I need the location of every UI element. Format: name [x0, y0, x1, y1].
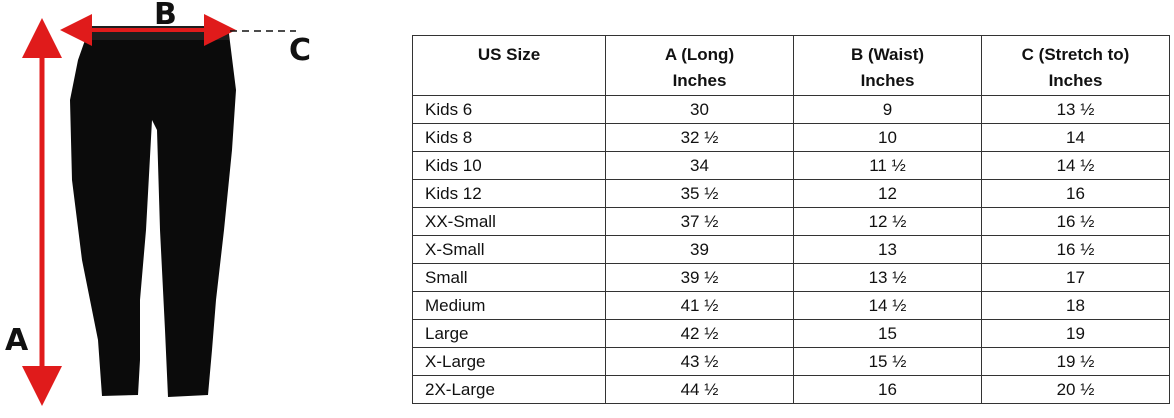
header-cell: B (Waist) Inches [793, 35, 982, 96]
measure-cell: 16 ½ [981, 207, 1170, 236]
measure-cell: 13 ½ [981, 95, 1170, 124]
measure-cell: 39 ½ [605, 263, 794, 292]
header-line: A (Long) [664, 45, 735, 64]
measure-cell: 35 ½ [605, 179, 794, 208]
measure-cell: 43 ½ [605, 347, 794, 376]
header-line: Inches [672, 71, 727, 90]
size-cell: 2X-Large [412, 375, 606, 404]
measure-cell: 20 ½ [981, 375, 1170, 404]
table-row: Kids 10 34 11 ½ 14 ½ [412, 151, 1170, 180]
measure-cell: 44 ½ [605, 375, 794, 404]
measure-cell: 11 ½ [793, 151, 982, 180]
table-row: X-Small 39 13 16 ½ [412, 235, 1170, 264]
measure-cell: 12 [793, 179, 982, 208]
measure-cell: 13 [793, 235, 982, 264]
measure-cell: 16 [793, 375, 982, 404]
size-cell: Kids 12 [412, 179, 606, 208]
measure-cell: 14 [981, 123, 1170, 152]
measure-cell: 32 ½ [605, 123, 794, 152]
header-cell: US Size [412, 35, 606, 96]
size-cell: Large [412, 319, 606, 348]
header-line: US Size [477, 45, 541, 64]
measure-cell: 16 ½ [981, 235, 1170, 264]
header-line: C (Stretch to) [1021, 45, 1130, 64]
header-row: US Size A (Long) Inches B (Waist) Inches C (S… [412, 35, 1170, 96]
header-line: Inches [1048, 71, 1103, 90]
measure-cell: 18 [981, 291, 1170, 320]
measure-cell: 14 ½ [793, 291, 982, 320]
table-row: XX-Small 37 ½ 12 ½ 16 ½ [412, 207, 1170, 236]
label-c: C [289, 33, 311, 68]
measure-cell: 15 ½ [793, 347, 982, 376]
measure-cell: 39 [605, 235, 794, 264]
label-a: A [5, 323, 29, 358]
measure-cell: 13 ½ [793, 263, 982, 292]
measure-cell: 15 [793, 319, 982, 348]
table-row: Kids 6 30 9 13 ½ [412, 95, 1170, 124]
measure-cell: 41 ½ [605, 291, 794, 320]
header-cell: C (Stretch to) Inches [981, 35, 1170, 96]
header-cell: A (Long) Inches [605, 35, 794, 96]
table-row: Small 39 ½ 13 ½ 17 [412, 263, 1170, 292]
measure-cell: 19 ½ [981, 347, 1170, 376]
measure-cell: 30 [605, 95, 794, 124]
pants-diagram: B C A [5, 0, 311, 406]
measure-cell: 17 [981, 263, 1170, 292]
size-cell: X-Large [412, 347, 606, 376]
measure-cell: 9 [793, 95, 982, 124]
size-cell: X-Small [412, 235, 606, 264]
measure-cell: 34 [605, 151, 794, 180]
table-row: Kids 12 35 ½ 12 16 [412, 179, 1170, 208]
size-table: US Size A (Long) Inches B (Waist) Inches C (S… [412, 35, 1170, 404]
table-row: Kids 8 32 ½ 10 14 [412, 123, 1170, 152]
measure-cell: 16 [981, 179, 1170, 208]
table-row: Medium 41 ½ 14 ½ 18 [412, 291, 1170, 320]
measure-cell: 19 [981, 319, 1170, 348]
label-b: B [154, 0, 177, 32]
size-cell: Kids 8 [412, 123, 606, 152]
table-body: Kids 6 30 9 13 ½ Kids 8 32 ½ 10 14 Kids 10 34 11 ½… [412, 95, 1170, 404]
size-cell: Kids 6 [412, 95, 606, 124]
size-cell: Small [412, 263, 606, 292]
size-cell: Kids 10 [412, 151, 606, 180]
table-row: Large 42 ½ 15 19 [412, 319, 1170, 348]
table-row: X-Large 43 ½ 15 ½ 19 ½ [412, 347, 1170, 376]
table-row: 2X-Large 44 ½ 16 20 ½ [412, 375, 1170, 404]
measure-cell: 10 [793, 123, 982, 152]
measure-cell: 12 ½ [793, 207, 982, 236]
pants [70, 26, 236, 397]
header-line: B (Waist) [850, 45, 925, 64]
size-cell: XX-Small [412, 207, 606, 236]
header-line: Inches [860, 71, 915, 90]
measure-cell: 37 ½ [605, 207, 794, 236]
measure-cell: 14 ½ [981, 151, 1170, 180]
size-cell: Medium [412, 291, 606, 320]
measure-cell: 42 ½ [605, 319, 794, 348]
